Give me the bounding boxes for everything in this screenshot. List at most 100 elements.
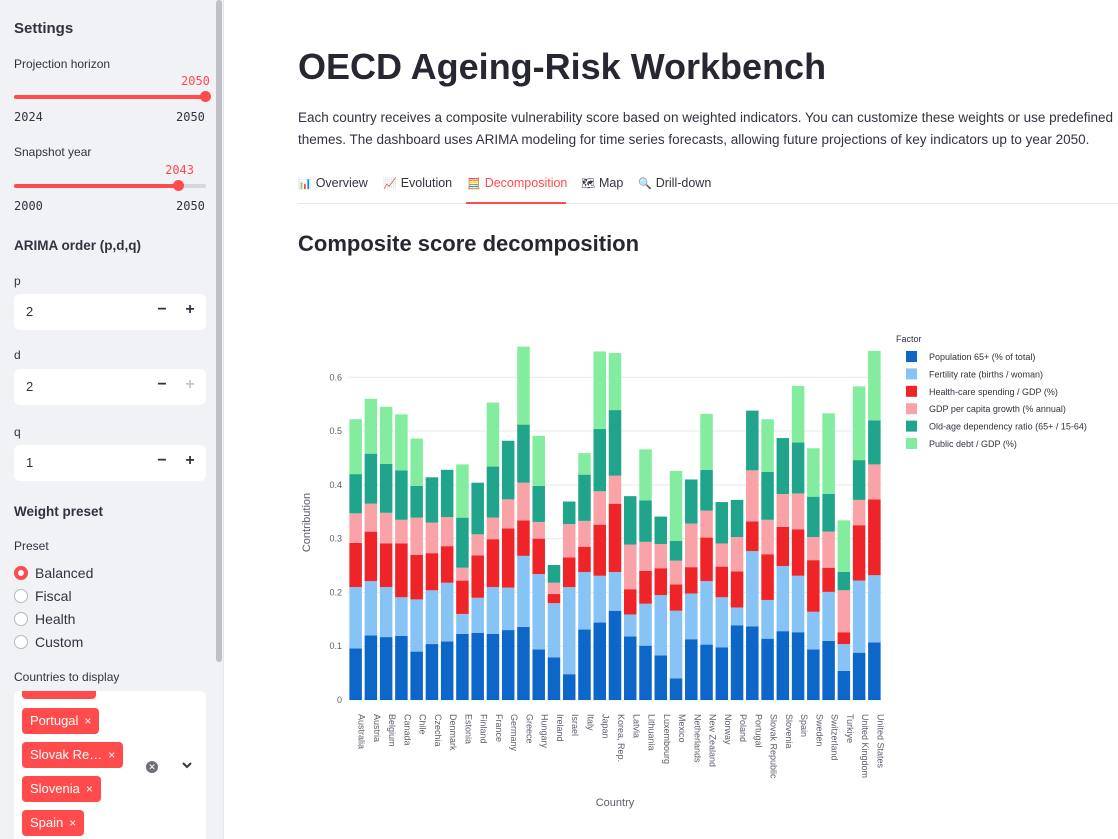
bar-segment (776, 526, 790, 567)
horizon-slider-label: Projection horizon (14, 57, 111, 71)
bar-segment (471, 597, 484, 633)
p-decrement-button[interactable]: − (157, 301, 167, 318)
d-number-input[interactable]: 2 − + (14, 369, 206, 405)
bar-segment (440, 469, 454, 518)
bar-segment (746, 626, 759, 700)
bar-segment (715, 543, 729, 567)
tab-decomposition[interactable]: 🧮 Decomposition (467, 176, 567, 196)
bar-segment (608, 353, 622, 411)
radio-unchecked-icon[interactable] (14, 612, 28, 626)
p-value[interactable]: 2 (26, 304, 34, 319)
bar-segment (379, 587, 393, 638)
radio-unchecked-icon[interactable] (14, 589, 28, 603)
x-tick-label: Belgium (387, 714, 397, 747)
tab-evolution[interactable]: 📈 Evolution (383, 176, 452, 196)
bar-segment (456, 633, 469, 700)
horizon-slider-value: 2050 (181, 74, 210, 88)
country-chip-spain[interactable]: Spain × (22, 810, 85, 836)
preset-radio-label: Custom (35, 634, 84, 650)
bar-segment (868, 350, 881, 421)
p-number-input[interactable]: 2 − + (14, 294, 206, 330)
bar-segment (593, 351, 606, 429)
d-value[interactable]: 2 (26, 379, 34, 394)
country-chip-slovenia[interactable]: Slovenia × (22, 776, 101, 802)
bar-segment (562, 674, 576, 700)
bar-segment (639, 449, 652, 501)
tab-map[interactable]: 🗺 Map (581, 176, 623, 196)
country-chip-partial[interactable] (22, 691, 96, 699)
preset-radio-label: Fiscal (35, 588, 72, 604)
bar-segment (395, 414, 408, 471)
bar-segment (517, 555, 530, 627)
bar-segment (562, 557, 576, 588)
x-tick-label: Estonia (463, 714, 473, 744)
chevron-down-icon[interactable] (181, 759, 193, 773)
bar-segment (379, 512, 393, 544)
tab-overview[interactable]: 📊 Overview (298, 176, 368, 196)
bar-segment (608, 475, 622, 504)
bar-segment (395, 597, 408, 636)
chip-close-icon[interactable]: × (84, 714, 92, 728)
y-tick-label: 0.5 (329, 426, 342, 436)
tab-drill-down[interactable]: 🔍 Drill-down (638, 176, 711, 196)
chip-close-icon[interactable]: × (108, 748, 116, 762)
bar-segment (776, 631, 790, 700)
preset-radio-label: Health (35, 611, 76, 627)
x-tick-label: Canada (402, 714, 412, 746)
snapshot-slider-min: 2000 (14, 199, 43, 213)
bar-segment (501, 587, 515, 631)
snapshot-slider-thumb[interactable] (173, 180, 185, 191)
sidebar-title: Settings (14, 20, 74, 37)
x-tick-label: Latvia (631, 714, 641, 738)
bar-segment (501, 528, 515, 588)
bar-segment (730, 499, 744, 538)
bar-segment (685, 567, 698, 594)
bar-segment (669, 560, 683, 585)
x-tick-label: Portugal (753, 714, 763, 748)
q-decrement-button[interactable]: − (157, 452, 167, 469)
chip-close-icon[interactable]: × (69, 816, 77, 830)
q-value[interactable]: 1 (26, 455, 34, 470)
radio-unchecked-icon[interactable] (14, 635, 28, 649)
bar-segment (578, 520, 591, 547)
countries-multiselect[interactable]: Portugal × Slovak Re… × Slovenia × Spain × (14, 691, 206, 839)
chip-close-icon[interactable]: × (85, 782, 93, 796)
x-tick-label: Switzerland (830, 714, 840, 761)
bar-segment (608, 503, 622, 572)
q-number-input[interactable]: 1 − + (14, 445, 206, 481)
bar-segment (624, 496, 637, 545)
d-increment-button[interactable]: + (185, 376, 195, 393)
bar-segment (578, 571, 591, 630)
y-tick-label: 0.1 (329, 641, 342, 651)
country-chip-slovak-republic[interactable]: Slovak Re… × (22, 742, 124, 768)
q-increment-button[interactable]: + (185, 452, 195, 469)
bar-segment (486, 633, 500, 700)
bar-segment (761, 471, 774, 520)
x-tick-label: Greece (524, 714, 534, 744)
bar-segment (730, 571, 744, 608)
bar-segment (578, 546, 591, 572)
clear-selection-icon[interactable]: ✕ (146, 761, 158, 773)
bar-segment (440, 546, 454, 583)
bar-segment (471, 555, 484, 598)
bar-segment (852, 652, 866, 700)
active-tab-indicator (466, 202, 566, 204)
bar-segment (456, 464, 469, 518)
x-tick-label: Chile (418, 714, 428, 735)
country-chip-portugal[interactable]: Portugal × (22, 708, 100, 734)
d-decrement-button[interactable]: − (157, 376, 167, 393)
sidebar-scrollbar[interactable] (216, 0, 222, 662)
bar-segment (547, 582, 561, 595)
legend-item-label: Old-age dependency ratio (65+ / 15-64) (929, 422, 1087, 432)
decomposition-chart[interactable]: 0 0.1 0.2 0.3 0.4 0.5 0.6 Australia Austria Belgi… (290, 325, 1118, 825)
preset-label: Preset (14, 539, 49, 553)
radio-checked-icon[interactable] (14, 566, 28, 580)
bar-segment (868, 464, 881, 500)
bar-segment (517, 520, 530, 556)
p-increment-button[interactable]: + (185, 301, 195, 318)
x-tick-label: Lithuania (647, 714, 657, 751)
bar-segment (852, 580, 866, 653)
preset-radio-label: Balanced (35, 565, 94, 581)
bar-segment (364, 581, 378, 636)
horizon-slider-thumb[interactable] (200, 91, 211, 102)
